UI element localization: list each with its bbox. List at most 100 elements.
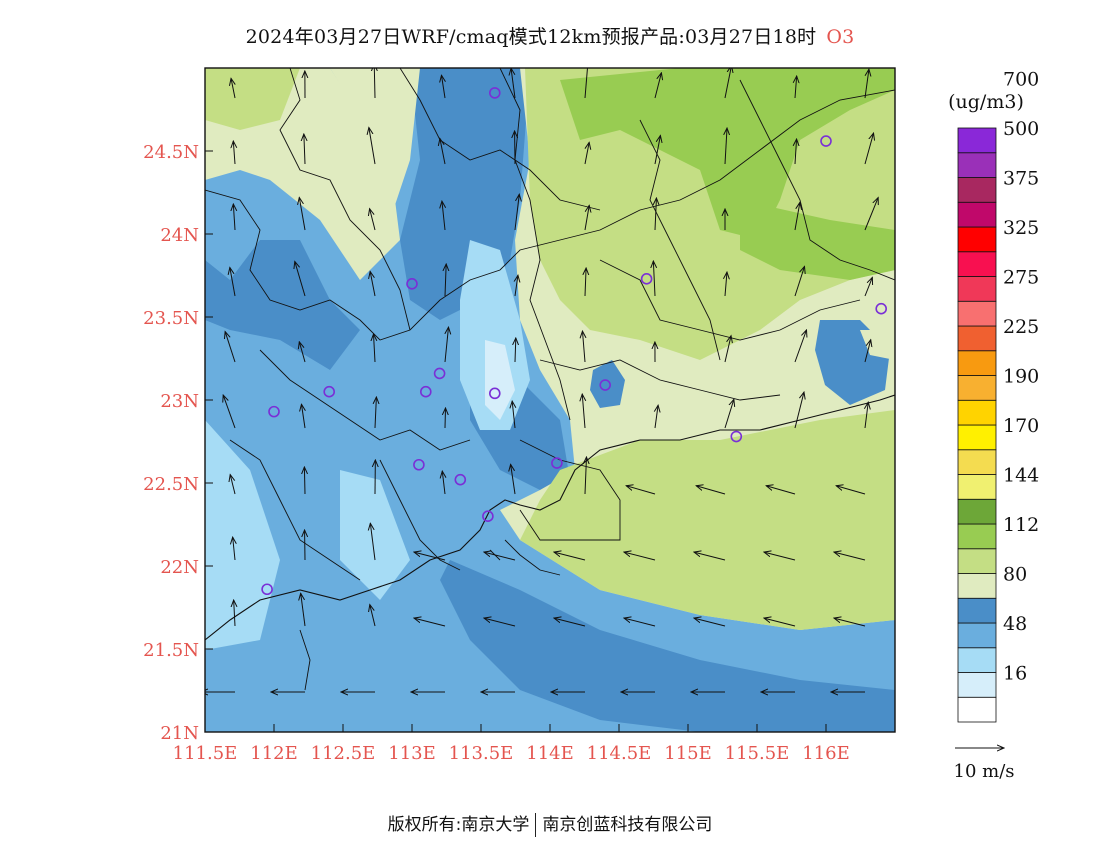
- wind-arrow: [223, 395, 236, 429]
- lat-tick-label: 24N: [160, 225, 199, 246]
- wind-arrow: [585, 142, 589, 165]
- lat-tick-label: 21N: [160, 723, 199, 744]
- legend-label: 190: [1003, 366, 1039, 388]
- station-marker: [406, 277, 418, 290]
- lon-tick-label: 114.5E: [587, 743, 652, 764]
- legend-swatch: [957, 201, 997, 228]
- copyright-owner: 版权所有:南京大学: [387, 815, 530, 835]
- wind-arrow: [299, 197, 306, 231]
- wind-arrow: [794, 330, 806, 363]
- station-marker: [433, 367, 446, 380]
- wind-arrow: [304, 467, 305, 495]
- wind-arrow: [864, 340, 871, 363]
- wind-arrow: [225, 332, 236, 363]
- legend-label: 16: [1003, 663, 1027, 685]
- field-east-green: [525, 68, 895, 360]
- lon-tick-label: 113.5E: [449, 743, 514, 764]
- county-line-4: [639, 119, 721, 361]
- wind-arrow: [295, 261, 306, 297]
- boundaries: [205, 68, 895, 691]
- concentration-field: [205, 68, 895, 732]
- wind-arrow: [445, 327, 448, 363]
- wind-arrow: [233, 141, 235, 165]
- station-marker: [323, 385, 336, 398]
- wind-arrow: [724, 336, 731, 363]
- wind-arrow: [655, 198, 656, 231]
- station-marker: [482, 510, 494, 523]
- legend-swatch: [957, 548, 997, 574]
- wind-arrow: [582, 331, 585, 363]
- station-marker: [551, 457, 563, 469]
- station-marker: [454, 473, 467, 486]
- legend-swatch: [957, 474, 997, 500]
- legend-swatch: [957, 325, 997, 352]
- wind-arrow: [654, 136, 660, 165]
- wind-arrow: [511, 68, 516, 99]
- station-marker: [599, 379, 612, 391]
- wind-vectors: [205, 68, 878, 692]
- legend-label: 325: [1003, 217, 1039, 239]
- legend-label: 375: [1003, 168, 1039, 190]
- wind-arrow: [370, 523, 376, 561]
- legend-swatch: [957, 375, 997, 401]
- lat-tick-label: 23.5N: [143, 308, 199, 329]
- wind-arrow: [374, 334, 375, 363]
- field-center-light: [340, 470, 410, 600]
- lon-tick-label: 114E: [526, 743, 574, 764]
- wind-arrow: [724, 68, 731, 99]
- wind-arrow: [414, 618, 446, 627]
- county-line-8: [259, 349, 471, 451]
- wind-arrow: [445, 408, 446, 429]
- lat-tick-label: 24.5N: [143, 142, 199, 163]
- field-ne-green-2: [740, 200, 895, 280]
- station-marker: [268, 405, 280, 418]
- wind-arrow: [484, 552, 516, 561]
- chart-title: 2024年03月27日WRF/cmaq模式12km预报产品:03月27日18时 O…: [0, 22, 1100, 49]
- legend-swatch: [957, 449, 997, 475]
- wind-arrow: [624, 552, 656, 561]
- wind-arrow: [624, 618, 656, 627]
- county-line-5: [739, 79, 895, 281]
- field-nw-green: [205, 68, 300, 130]
- legend-label: 80: [1003, 564, 1027, 586]
- legend-swatch: [957, 523, 997, 550]
- legend-swatch: [957, 647, 997, 673]
- lat-tick-label: 22.5N: [143, 474, 199, 495]
- wind-arrow: [445, 264, 446, 297]
- wind-arrow: [795, 139, 797, 165]
- wind-arrow: [864, 69, 869, 99]
- legend-swatch: [957, 276, 997, 302]
- wind-arrow: [230, 475, 236, 495]
- field-prd-core: [485, 340, 515, 420]
- legend-swatch: [957, 498, 997, 525]
- county-line-3: [499, 68, 571, 421]
- wind-arrow: [299, 342, 306, 363]
- legend-swatch: [957, 350, 997, 376]
- field-se-green: [520, 410, 895, 630]
- wind-arrow: [864, 277, 872, 297]
- station-marker: [261, 583, 273, 596]
- wind-arrow: [834, 552, 866, 561]
- field-west-light: [205, 420, 280, 650]
- wind-arrow: [626, 486, 656, 495]
- legend-swatch: [957, 399, 997, 426]
- legend-swatch: [957, 696, 997, 723]
- field-pocket-huizhou: [590, 360, 625, 408]
- legend-swatch: [957, 424, 997, 451]
- field-ne-green: [560, 68, 895, 240]
- province-line-1: [205, 89, 895, 341]
- legend-swatch: [957, 597, 997, 624]
- legend-swatch: [957, 251, 997, 277]
- lon-tick-label: 111.5E: [173, 743, 238, 764]
- wind-arrow: [370, 271, 376, 297]
- wind-arrow: [301, 404, 305, 429]
- county-line-1: [279, 68, 411, 331]
- monitoring-stations: [261, 87, 888, 596]
- wind-arrow: [585, 68, 588, 99]
- lon-tick-label: 112E: [250, 743, 298, 764]
- wind-arrow: [484, 618, 516, 627]
- wind-arrow: [230, 267, 236, 297]
- wind-arrow: [865, 402, 868, 429]
- legend-swatch: [957, 152, 997, 178]
- wind-arrow: [554, 552, 586, 561]
